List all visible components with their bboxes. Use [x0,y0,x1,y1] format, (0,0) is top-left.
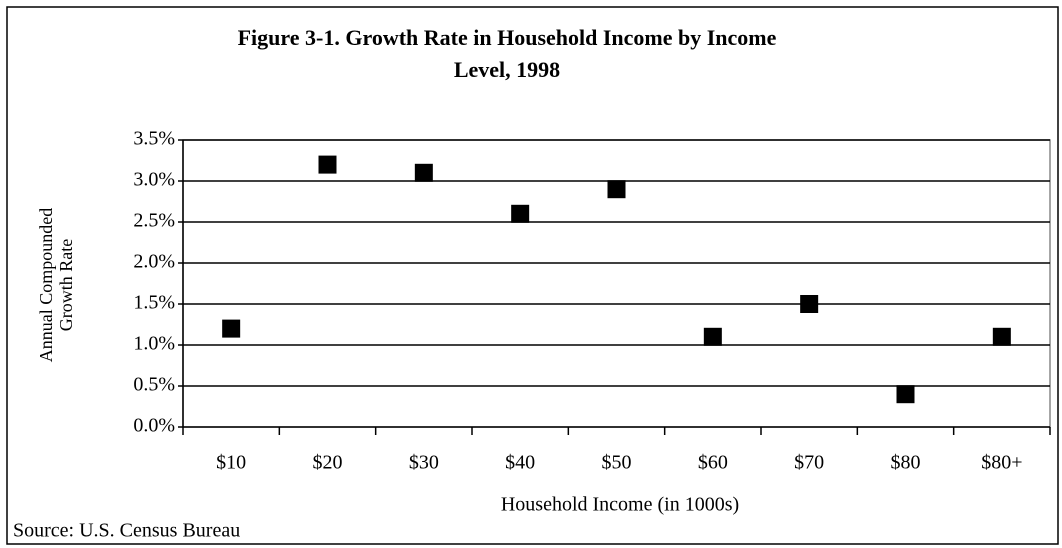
marker [414,163,433,182]
y-axis-label: Annual Compounded Growth Rate [36,208,76,363]
x-tick-label: $80 [891,452,921,474]
x-tick-label: $20 [313,452,343,474]
y-tick-label: 2.5% [133,210,175,232]
chart-title: Level, 1998 [454,57,560,82]
x-axis-label: Household Income (in 1000s) [501,494,739,516]
marker [318,155,337,174]
marker [800,295,819,313]
source-note: Source: U.S. Census Bureau [13,520,240,542]
x-tick-label: $10 [216,452,246,474]
x-tick-label: $50 [602,452,632,474]
x-tick-label: $40 [505,452,535,474]
y-tick-label: 3.0% [133,169,175,191]
chart-title: Figure 3-1. Growth Rate in Household Inc… [238,25,777,50]
marker [222,319,241,338]
x-tick-label: $30 [409,452,439,474]
x-tick-label: $60 [698,452,728,474]
x-tick-label: $80+ [981,452,1022,474]
y-tick-label: 2.0% [133,251,175,273]
y-tick-label: 0.5% [133,374,175,396]
marker [511,204,530,223]
y-axis-label-line: Annual Compounded [36,208,56,363]
frame [6,6,1059,545]
y-tick-label: 1.0% [133,333,175,355]
marker [896,385,915,404]
marker [607,180,626,199]
y-tick-label: 1.5% [133,292,175,314]
y-tick-label: 0.0% [133,415,175,437]
x-tick-label: $70 [794,452,824,474]
y-axis-label-line: Growth Rate [56,239,76,331]
marker [703,327,722,346]
marker [992,327,1011,346]
y-tick-label: 3.5% [133,128,175,150]
